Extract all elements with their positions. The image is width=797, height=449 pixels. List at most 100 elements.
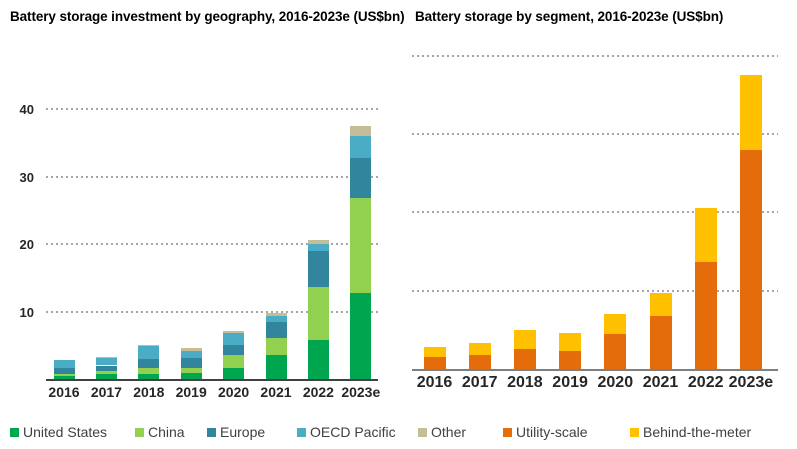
bar-2023e-other (350, 125, 372, 136)
bar-2020-china (223, 355, 245, 368)
x-axis-line (46, 379, 378, 381)
legend-swatch-icon (297, 427, 306, 437)
bar-2018-other (138, 345, 160, 346)
bar-2018-europe (138, 359, 160, 369)
bar-2017-other (95, 356, 117, 358)
bar-2022-china (307, 286, 329, 340)
bar-2019-europe (180, 358, 202, 368)
bar-2016-europe (53, 368, 75, 375)
y-axis-label-20: 20 (19, 237, 34, 252)
gridline-30 (46, 175, 378, 178)
x-axis-label-2016: 2016 (48, 384, 80, 400)
bar-2021-behind-the-meter (649, 293, 672, 316)
legend-item-oecd-pacific: OECD Pacific (297, 424, 396, 440)
x-axis-label-2023e: 2023e (728, 374, 774, 391)
bar-2022-europe (307, 251, 329, 287)
x-axis-label-2018: 2018 (507, 374, 543, 391)
legend-swatch-icon (630, 427, 639, 437)
bar-2022-other (307, 239, 329, 244)
bar-2016-oecd-pacific (53, 360, 75, 369)
legend-item-china: China (135, 424, 185, 440)
legend-label: Behind-the-meter (643, 424, 752, 440)
legend-label: Utility-scale (516, 424, 588, 440)
legend-label: China (148, 424, 185, 440)
x-axis-label-2019: 2019 (552, 374, 588, 391)
bar-2022-united-states (307, 339, 329, 379)
bar-2016-utility-scale (423, 357, 446, 369)
legend-item-other: Other (418, 424, 466, 440)
bar-2020-united-states (223, 367, 245, 379)
bar-2018-oecd-pacific (138, 345, 160, 360)
x-axis-line (412, 369, 778, 371)
bar-2017-china (95, 370, 117, 375)
gridline-10 (46, 310, 378, 313)
bar-2018-behind-the-meter (513, 329, 536, 349)
bar-2017-europe (95, 365, 117, 371)
bar-2022-behind-the-meter (694, 207, 717, 262)
legend-swatch-icon (418, 427, 427, 437)
y-axis-label-30: 30 (19, 169, 34, 185)
x-axis-label-2021: 2021 (260, 384, 292, 400)
bar-2023e-behind-the-meter (739, 75, 762, 150)
gridline-20 (46, 243, 378, 245)
x-axis-label-2021: 2021 (642, 374, 679, 391)
legend-label: United States (23, 424, 108, 440)
bar-2019-other (180, 347, 202, 352)
x-axis-label-2017: 2017 (90, 384, 122, 400)
bar-2021-other (265, 312, 287, 316)
x-axis-label-2016: 2016 (416, 374, 453, 391)
bar-2020-other (223, 331, 245, 334)
x-axis-label-2017: 2017 (461, 374, 498, 391)
x-axis-label-2020: 2020 (597, 374, 634, 391)
bar-2017-utility-scale (468, 354, 491, 369)
bar-2017-united-states (95, 374, 117, 379)
bar-2017-behind-the-meter (468, 343, 491, 355)
bar-2021-china (265, 337, 287, 355)
legend-label: OECD Pacific (310, 424, 396, 440)
bar-2019-utility-scale (559, 350, 582, 369)
x-axis-label-2019: 2019 (175, 384, 207, 400)
y-axis-label-40: 40 (19, 102, 34, 117)
bar-2022-oecd-pacific (307, 244, 329, 252)
bar-2020-utility-scale (604, 333, 627, 369)
bar-2023e-united-states (350, 292, 372, 379)
x-axis-label-2018: 2018 (133, 384, 165, 400)
x-axis-label-2022: 2022 (302, 384, 334, 400)
bar-2019-oecd-pacific (180, 351, 202, 359)
gridline-30 (412, 133, 778, 136)
bar-2019-behind-the-meter (559, 332, 582, 351)
geography-chart-title: Battery storage investment by geography,… (10, 9, 405, 24)
legend-item-united-states: United States (10, 424, 107, 440)
x-axis-label-2020: 2020 (218, 384, 250, 400)
bar-2021-united-states (265, 354, 287, 379)
bar-2022-utility-scale (694, 261, 717, 369)
legend-swatch-icon (503, 427, 512, 437)
legend-swatch-icon (207, 427, 216, 437)
legend-label: Other (431, 424, 467, 440)
legend-item-behind-the-meter: Behind-the-meter (630, 424, 751, 440)
gridline-20 (412, 211, 778, 214)
bar-2019-united-states (180, 372, 202, 379)
x-axis-label-2022: 2022 (687, 374, 724, 391)
bar-2018-united-states (138, 373, 160, 379)
bar-2018-utility-scale (513, 348, 536, 369)
bar-2021-europe (265, 322, 287, 338)
bar-2023e-utility-scale (739, 149, 762, 369)
bar-2023e-china (350, 198, 372, 293)
legend-swatch-icon (10, 427, 19, 437)
bar-2016-behind-the-meter (423, 347, 446, 358)
legend-item-utility-scale: Utility-scale (503, 424, 588, 440)
y-axis-label-10: 10 (19, 304, 34, 320)
bar-2021-oecd-pacific (265, 315, 287, 323)
bar-2023e-oecd-pacific (350, 136, 372, 159)
gridline-40 (412, 54, 778, 57)
x-axis-label-2023e: 2023e (341, 384, 381, 400)
bar-2017-oecd-pacific (95, 357, 117, 366)
gridline-10 (412, 289, 778, 292)
bar-2020-europe (223, 344, 245, 356)
bar-2020-oecd-pacific (223, 333, 245, 345)
bar-2020-behind-the-meter (604, 314, 627, 334)
gridline-40 (46, 108, 378, 110)
legend-item-europe: Europe (207, 424, 265, 440)
